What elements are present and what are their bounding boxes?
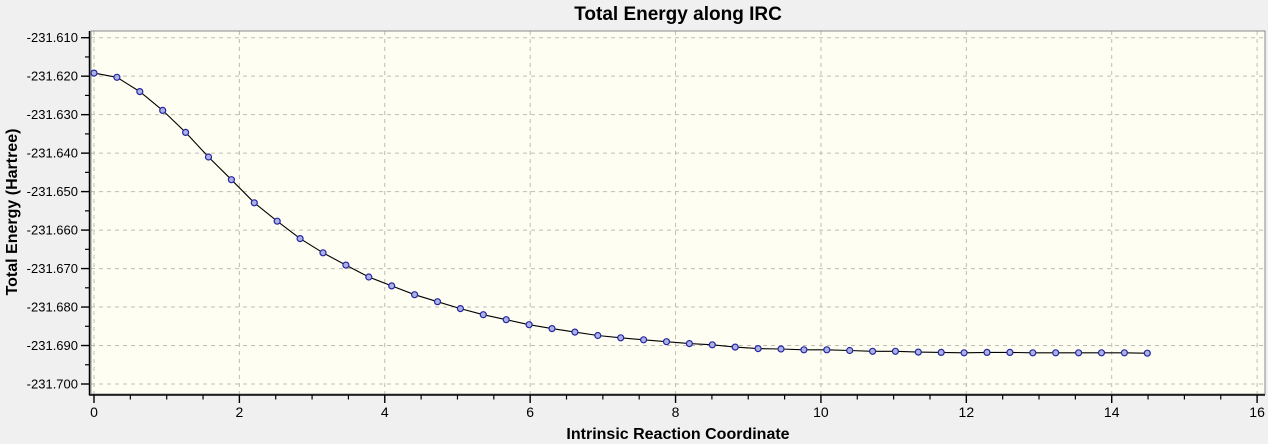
data-point-marker [456, 305, 464, 313]
data-series [90, 69, 1151, 357]
data-point-marker [1006, 348, 1014, 356]
chart-title: Total Energy along IRC [574, 4, 782, 25]
data-point-marker [525, 321, 533, 329]
x-tick-label: 4 [381, 404, 389, 420]
data-point-marker [846, 346, 854, 355]
x-tick-label: 16 [1249, 404, 1265, 420]
x-tick-label: 8 [672, 404, 680, 420]
data-point-marker [411, 291, 419, 299]
data-point-marker [891, 347, 900, 355]
data-point-marker [479, 311, 487, 319]
data-point-marker [365, 273, 373, 281]
data-point-marker [685, 340, 694, 348]
data-point-marker [639, 336, 648, 344]
y-tick-label: -231.690 [27, 338, 78, 353]
axes [81, 31, 1265, 403]
data-point-marker [502, 316, 510, 324]
y-tick-label: -231.670 [27, 261, 78, 276]
data-point-marker [548, 325, 556, 333]
data-point-marker [960, 349, 968, 357]
data-point-marker [433, 298, 442, 306]
data-point-marker [1143, 349, 1151, 357]
data-point-marker [388, 282, 396, 290]
data-point-marker [1120, 349, 1129, 357]
data-point-marker [1074, 349, 1083, 357]
plot-area [91, 31, 1265, 394]
data-point-marker [1029, 349, 1037, 357]
data-point-marker [868, 347, 877, 355]
y-tick-label: -231.640 [27, 146, 78, 161]
y-tick-label: -231.610 [27, 30, 78, 45]
data-point-marker [273, 217, 281, 225]
y-axis-title: Total Energy (Hartree) [4, 129, 21, 296]
data-point-marker [777, 345, 785, 353]
x-tick-label: 12 [959, 404, 975, 420]
x-tick-label: 6 [526, 404, 534, 420]
data-point-marker [662, 338, 671, 346]
y-tick-label: -231.700 [27, 377, 78, 392]
data-point-marker [914, 348, 922, 356]
y-tick-label: -231.680 [27, 300, 78, 315]
x-tick-label: 0 [90, 404, 98, 420]
y-tick-label: -231.630 [27, 107, 78, 122]
data-point-marker [800, 346, 808, 354]
data-point-marker [617, 334, 625, 342]
data-point-marker [296, 235, 304, 243]
data-point-marker [823, 346, 831, 354]
x-tick-label: 14 [1104, 404, 1120, 420]
data-point-marker [250, 199, 258, 207]
data-point-marker [319, 249, 327, 257]
y-tick-label: -231.620 [27, 69, 78, 84]
data-point-marker [708, 341, 716, 349]
data-point-marker [594, 331, 602, 340]
x-axis-title: Intrinsic Reaction Coordinate [566, 426, 789, 443]
data-point-marker [1052, 349, 1060, 357]
gridlines [91, 31, 1265, 394]
x-tick-label: 10 [813, 404, 829, 420]
data-point-marker [136, 87, 144, 96]
data-point-marker [1097, 349, 1106, 357]
tick-labels: 0 2 4 6 8 10 12 14 16 -231.610 -231.620 -231.630 -23… [27, 30, 1265, 420]
data-point-marker [113, 73, 121, 81]
data-point-marker [571, 328, 579, 336]
data-point-marker [159, 106, 167, 115]
y-tick-label: -231.660 [27, 223, 78, 238]
data-point-marker [342, 261, 350, 269]
plot-frame [90, 30, 1266, 395]
data-point-marker [983, 348, 991, 356]
y-tick-label: -231.650 [27, 184, 78, 199]
data-point-marker [731, 343, 739, 351]
data-point-marker [937, 348, 945, 356]
x-tick-label: 2 [235, 404, 243, 420]
data-point-marker [182, 128, 190, 136]
data-point-marker [227, 176, 235, 184]
data-point-marker [90, 69, 98, 77]
data-point-marker [204, 153, 213, 161]
data-point-marker [754, 345, 762, 353]
